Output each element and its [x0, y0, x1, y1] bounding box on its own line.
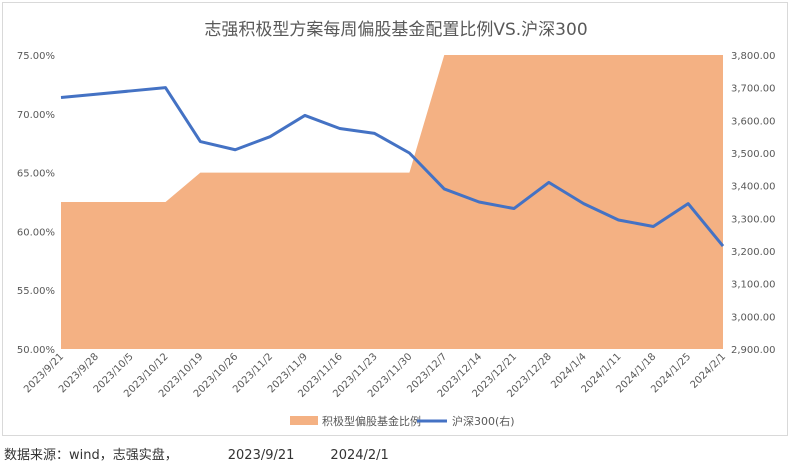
chart-svg: 志强积极型方案每周偏股基金配置比例VS.沪深300 50.00% 55.00% 60… [17, 20, 776, 428]
right-tick-label: 3,100.00 [731, 280, 776, 291]
left-tick-label: 70.00% [17, 110, 55, 121]
left-axis-ticks: 50.00% 55.00% 60.00% 65.00% 70.00% 75.00% [17, 51, 55, 356]
chart-title: 志强积极型方案每周偏股基金配置比例VS.沪深300 [204, 20, 587, 40]
legend-swatch-area [290, 416, 318, 425]
legend: 积极型偏股基金比例 沪深300(右) [290, 414, 515, 428]
right-tick-label: 2,900.00 [731, 345, 776, 356]
right-tick-label: 3,600.00 [731, 116, 776, 127]
right-tick-label: 3,200.00 [731, 247, 776, 258]
legend-label-line: 沪深300(右) [452, 414, 515, 428]
data-source-footer: 数据来源：wind，志强实盘， 2023/9/21 2024/2/1 [4, 444, 389, 463]
left-tick-label: 75.00% [17, 51, 55, 62]
line-series-hs300 [60, 86, 725, 248]
right-tick-label: 3,000.00 [731, 312, 776, 323]
start-date: 2023/9/21 [227, 448, 295, 463]
right-tick-label: 3,300.00 [731, 214, 776, 225]
line-layer [60, 86, 725, 248]
right-axis-ticks: 2,900.00 3,000.00 3,100.00 3,200.00 3,300.00… [731, 51, 776, 356]
right-tick-label: 3,700.00 [731, 84, 776, 95]
x-tick-label: 2024/2/1 [689, 351, 729, 391]
area-layer [61, 55, 723, 349]
chart-frame: 志强积极型方案每周偏股基金配置比例VS.沪深300 50.00% 55.00% 60… [2, 2, 788, 436]
end-date: 2024/2/1 [330, 448, 389, 463]
legend-label-area: 积极型偏股基金比例 [322, 414, 421, 428]
left-tick-label: 65.00% [17, 169, 55, 180]
right-tick-label: 3,500.00 [731, 149, 776, 160]
x-axis-ticks: 2023/9/212023/9/282023/10/52023/10/12202… [22, 351, 728, 400]
area-series-fund-ratio [61, 55, 723, 349]
right-tick-label: 3,400.00 [731, 182, 776, 193]
left-tick-label: 55.00% [17, 286, 55, 297]
right-tick-label: 3,800.00 [731, 51, 776, 62]
source-text: 数据来源：wind，志强实盘， [4, 448, 178, 463]
left-tick-label: 50.00% [17, 345, 55, 356]
left-tick-label: 60.00% [17, 227, 55, 238]
